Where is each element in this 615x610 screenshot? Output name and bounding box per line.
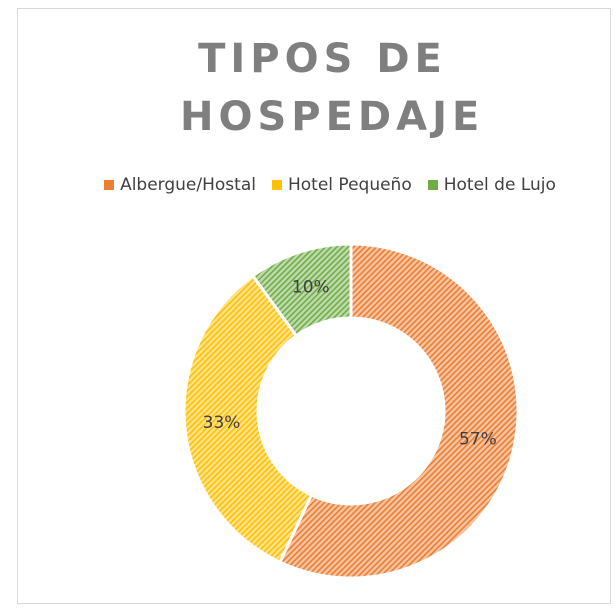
legend-item: Hotel Pequeño	[271, 175, 412, 195]
chart-frame	[17, 8, 611, 604]
donut-slice	[250, 242, 353, 338]
legend-label: Hotel Pequeño	[287, 175, 412, 195]
legend-item: Albergue/Hostal	[104, 175, 256, 195]
legend-swatch	[427, 180, 438, 190]
donut-slice	[277, 242, 520, 580]
legend-label: Albergue/Hostal	[120, 175, 256, 195]
legend-swatch	[104, 180, 115, 190]
legend: Albergue/Hostal Hotel Pequeño Hotel de Luj…	[40, 175, 615, 195]
data-label: 10%	[292, 277, 330, 297]
legend-label: Hotel de Lujo	[443, 175, 556, 195]
data-label: 33%	[203, 413, 241, 433]
chart-title: TIPOS DE HOSPEDAJE	[180, 36, 485, 140]
legend-swatch	[271, 180, 282, 190]
donut-slice	[182, 273, 314, 565]
data-label: 57%	[459, 429, 497, 449]
legend-item: Hotel de Lujo	[427, 175, 556, 195]
